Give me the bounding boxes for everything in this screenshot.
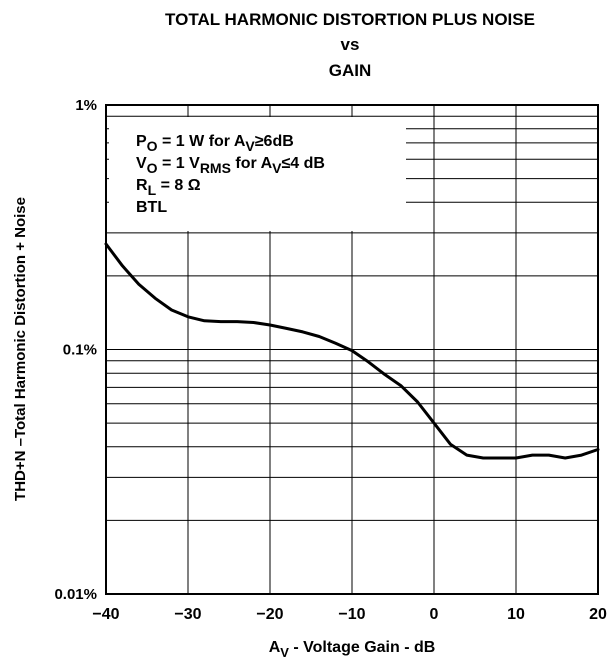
plot-area-border [105, 104, 599, 595]
annotation-box [109, 117, 406, 231]
series [104, 242, 600, 460]
annotation-segment: O [147, 160, 158, 176]
annotation-segment: V [245, 138, 255, 154]
annotation-line: RL = 8 Ω [136, 177, 201, 198]
annotation-line: VO = 1 VRMS for AV≤4 dB [136, 155, 325, 176]
annotation-line: BTL [136, 199, 167, 216]
annotation-segment: V [272, 160, 282, 176]
annotation-segment: ≤4 dB [281, 155, 324, 172]
annotation-segment: R [136, 177, 148, 194]
annotation-segment: V [136, 155, 147, 172]
x-axis-label-sub: V [280, 645, 289, 660]
chart-title-line-2: vs [341, 35, 360, 54]
annotation-segment: for A [231, 155, 273, 172]
x-axis-label: AV - Voltage Gain - dB [269, 639, 436, 660]
annotation-segment: ≥6dB [255, 133, 294, 150]
y-tick-label: 1% [75, 97, 97, 114]
x-tick-label: −20 [256, 606, 283, 623]
y-tick-label: 0.1% [63, 342, 97, 359]
chart-title-line-1: TOTAL HARMONIC DISTORTION PLUS NOISE [165, 10, 535, 29]
x-axis-label-a: A [269, 639, 281, 656]
annotation-segment: = 8 Ω [156, 177, 201, 194]
annotation-segment: P [136, 133, 147, 150]
y-tick-label: 0.01% [54, 586, 97, 603]
x-tick-label: 20 [589, 606, 607, 623]
x-tick-label: −40 [92, 606, 119, 623]
series-line [104, 242, 600, 460]
annotation-segment: = 1 V [158, 155, 201, 172]
x-tick-label: −10 [338, 606, 365, 623]
x-tick-label: −30 [174, 606, 201, 623]
annotation-segment: = 1 W for A [158, 133, 246, 150]
annotation-segment: L [148, 182, 157, 198]
x-tick-label: 10 [507, 606, 525, 623]
tick-labels: −40 −30 −20 −10 0 10 20 1% 0.1% 0.01% [54, 97, 607, 623]
x-axis-label-rest: - Voltage Gain - dB [289, 639, 435, 656]
annotation-segment: O [147, 138, 158, 154]
x-tick-label: 0 [430, 606, 439, 623]
annotation-segment: BTL [136, 199, 167, 216]
chart-title-line-3: GAIN [329, 61, 372, 80]
annotation-segment: RMS [200, 160, 231, 176]
annotation-line: PO = 1 W for AV≥6dB [136, 133, 294, 154]
y-axis-label: THD+N –Total Harmonic Distortion + Noise [12, 197, 29, 501]
